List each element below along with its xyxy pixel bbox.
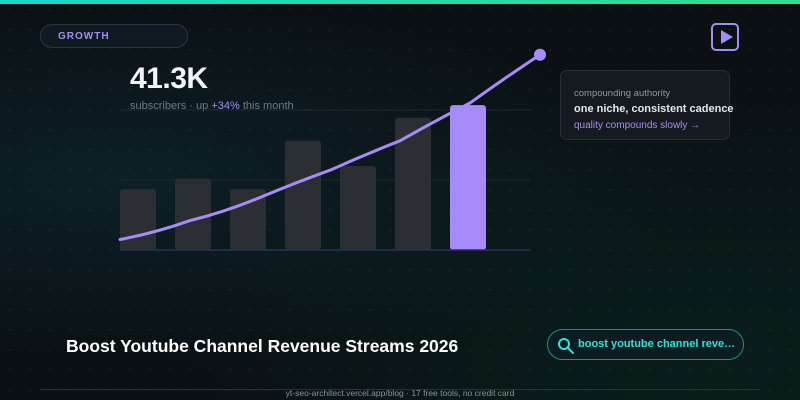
search-query: boost youtube channel revenue streams 20… bbox=[578, 338, 738, 350]
play-triangle bbox=[721, 30, 733, 44]
subscriber-count: 41.3K bbox=[130, 62, 208, 95]
subline-change: +34% bbox=[211, 100, 240, 112]
subline-change-prefix: up bbox=[196, 100, 209, 112]
top-accent-bar bbox=[0, 0, 800, 4]
chart-bar bbox=[285, 140, 321, 250]
chart-bar bbox=[175, 178, 211, 250]
growth-badge-label: GROWTH bbox=[58, 31, 110, 42]
footer-text: yt-seo-architect.vercel.app/blog · 17 fr… bbox=[285, 388, 515, 398]
chart-bar bbox=[120, 189, 156, 250]
chart-trend-endpoint bbox=[534, 48, 546, 61]
chart-bar bbox=[340, 166, 376, 250]
callout-title: one niche, consistent cadence bbox=[574, 103, 734, 115]
growth-badge: GROWTH bbox=[40, 24, 188, 48]
search-icon bbox=[558, 338, 574, 354]
subscriber-subline: subscribers · up +34% this month bbox=[130, 100, 294, 112]
subline-period: this month bbox=[242, 100, 294, 112]
chart-bar bbox=[395, 117, 431, 250]
subline-unit: subscribers bbox=[130, 100, 187, 112]
subline-separator: · bbox=[189, 100, 193, 112]
callout-link[interactable]: quality compounds slowly → bbox=[574, 120, 701, 131]
callout-kicker: compounding authority bbox=[574, 88, 671, 99]
callout-card: compounding authority one niche, consist… bbox=[560, 70, 734, 140]
footer-divider bbox=[40, 389, 760, 390]
chart-trend-line bbox=[118, 53, 542, 241]
page-title: Boost Youtube Channel Revenue Streams 20… bbox=[66, 336, 459, 356]
play-icon[interactable] bbox=[711, 23, 739, 51]
chart-bar-highlight bbox=[450, 105, 486, 250]
search-pill[interactable]: boost youtube channel revenue streams 20… bbox=[547, 329, 744, 360]
